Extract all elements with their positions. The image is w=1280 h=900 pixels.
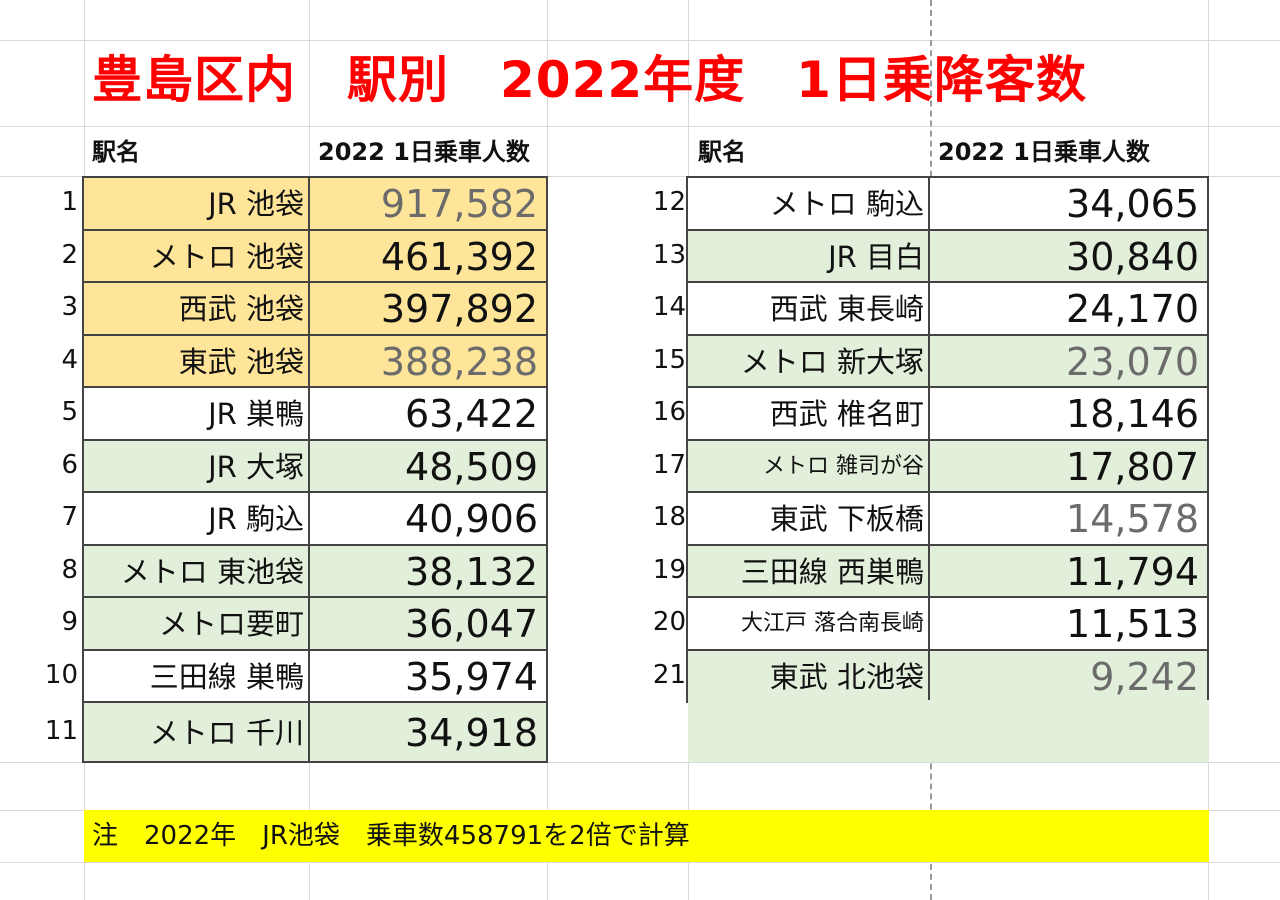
passenger-count-cell[interactable]: 461,392 <box>308 228 548 283</box>
station-name-cell[interactable]: 西武 椎名町 <box>686 386 930 440</box>
passenger-count-cell[interactable]: 40,906 <box>308 491 548 545</box>
passenger-count-cell[interactable]: 63,422 <box>308 386 548 440</box>
row-number: 8 <box>61 554 78 585</box>
grid-line <box>0 862 1280 863</box>
row-number: 11 <box>44 716 78 746</box>
passenger-count-cell[interactable]: 14,578 <box>928 491 1209 545</box>
station-name-cell[interactable]: 東武 池袋 <box>82 333 310 388</box>
passenger-count-cell[interactable]: 38,132 <box>308 543 548 598</box>
station-name-cell[interactable]: JR 駒込 <box>82 491 310 545</box>
passenger-count-cell[interactable]: 11,794 <box>928 543 1209 598</box>
row-number: 6 <box>61 449 78 480</box>
row-number: 20 <box>652 607 686 637</box>
grid-line <box>0 176 1280 177</box>
station-name-cell[interactable]: メトロ 千川 <box>82 701 310 763</box>
passenger-count-cell[interactable]: 30,840 <box>928 228 1209 283</box>
grid-line <box>0 126 1280 127</box>
empty-green-cell <box>688 700 1209 762</box>
passenger-count-cell[interactable]: 48,509 <box>308 438 548 493</box>
row-number: 5 <box>61 397 78 427</box>
row-number: 4 <box>61 344 78 375</box>
row-number: 3 <box>61 292 78 322</box>
header-right-station: 駅名 <box>698 138 746 166</box>
header-left-value: 2022 1日乗車人数 <box>318 138 530 166</box>
station-name-cell[interactable]: 西武 池袋 <box>82 281 310 335</box>
passenger-count-cell[interactable]: 18,146 <box>928 386 1209 440</box>
header-right-value: 2022 1日乗車人数 <box>938 138 1150 166</box>
station-name-cell[interactable]: メトロ 雑司が谷 <box>686 438 930 493</box>
row-number: 9 <box>61 607 78 637</box>
passenger-count-cell[interactable]: 917,582 <box>308 176 548 230</box>
grid-line <box>0 762 1280 763</box>
station-name-cell[interactable]: メトロ 池袋 <box>82 228 310 283</box>
station-name-cell[interactable]: 東武 下板橋 <box>686 491 930 545</box>
station-name-cell[interactable]: JR 池袋 <box>82 176 310 230</box>
passenger-count-cell[interactable]: 24,170 <box>928 281 1209 335</box>
row-number: 17 <box>652 449 686 480</box>
passenger-count-cell[interactable]: 11,513 <box>928 596 1209 650</box>
passenger-count-cell[interactable]: 9,242 <box>928 648 1209 703</box>
station-name-cell[interactable]: メトロ要町 <box>82 596 310 650</box>
passenger-count-cell[interactable]: 35,974 <box>308 648 548 703</box>
passenger-count-cell[interactable]: 23,070 <box>928 333 1209 388</box>
passenger-count-cell[interactable]: 17,807 <box>928 438 1209 493</box>
row-number: 7 <box>61 502 78 532</box>
row-number: 18 <box>652 502 686 532</box>
station-name-cell[interactable]: 三田線 西巣鴨 <box>686 543 930 598</box>
grid-line <box>0 40 1280 41</box>
row-number: 16 <box>652 397 686 427</box>
passenger-count-cell[interactable]: 397,892 <box>308 281 548 335</box>
row-number: 10 <box>44 659 78 690</box>
row-number: 14 <box>652 292 686 322</box>
station-name-cell[interactable]: 大江戸 落合南長崎 <box>686 596 930 650</box>
station-name-cell[interactable]: JR 巣鴨 <box>82 386 310 440</box>
row-number: 19 <box>652 554 686 585</box>
footnote: 注 2022年 JR池袋 乗車数458791を2倍で計算 <box>84 810 1209 862</box>
row-number: 21 <box>652 659 686 690</box>
sheet-title: 豊島区内 駅別 2022年度 1日乗降客数 <box>92 51 1087 109</box>
station-name-cell[interactable]: 東武 北池袋 <box>686 648 930 703</box>
station-name-cell[interactable]: JR 大塚 <box>82 438 310 493</box>
station-name-cell[interactable]: メトロ 東池袋 <box>82 543 310 598</box>
station-name-cell[interactable]: JR 目白 <box>686 228 930 283</box>
station-name-cell[interactable]: メトロ 新大塚 <box>686 333 930 388</box>
row-number: 13 <box>652 239 686 270</box>
station-name-cell[interactable]: メトロ 駒込 <box>686 176 930 230</box>
row-number: 12 <box>652 187 686 217</box>
passenger-count-cell[interactable]: 34,918 <box>308 701 548 763</box>
row-number: 15 <box>652 344 686 375</box>
passenger-count-cell[interactable]: 388,238 <box>308 333 548 388</box>
header-left-station: 駅名 <box>92 138 140 166</box>
row-number: 2 <box>61 239 78 270</box>
station-name-cell[interactable]: 三田線 巣鴨 <box>82 648 310 703</box>
station-name-cell[interactable]: 西武 東長崎 <box>686 281 930 335</box>
row-number: 1 <box>61 187 78 217</box>
passenger-count-cell[interactable]: 36,047 <box>308 596 548 650</box>
passenger-count-cell[interactable]: 34,065 <box>928 176 1209 230</box>
